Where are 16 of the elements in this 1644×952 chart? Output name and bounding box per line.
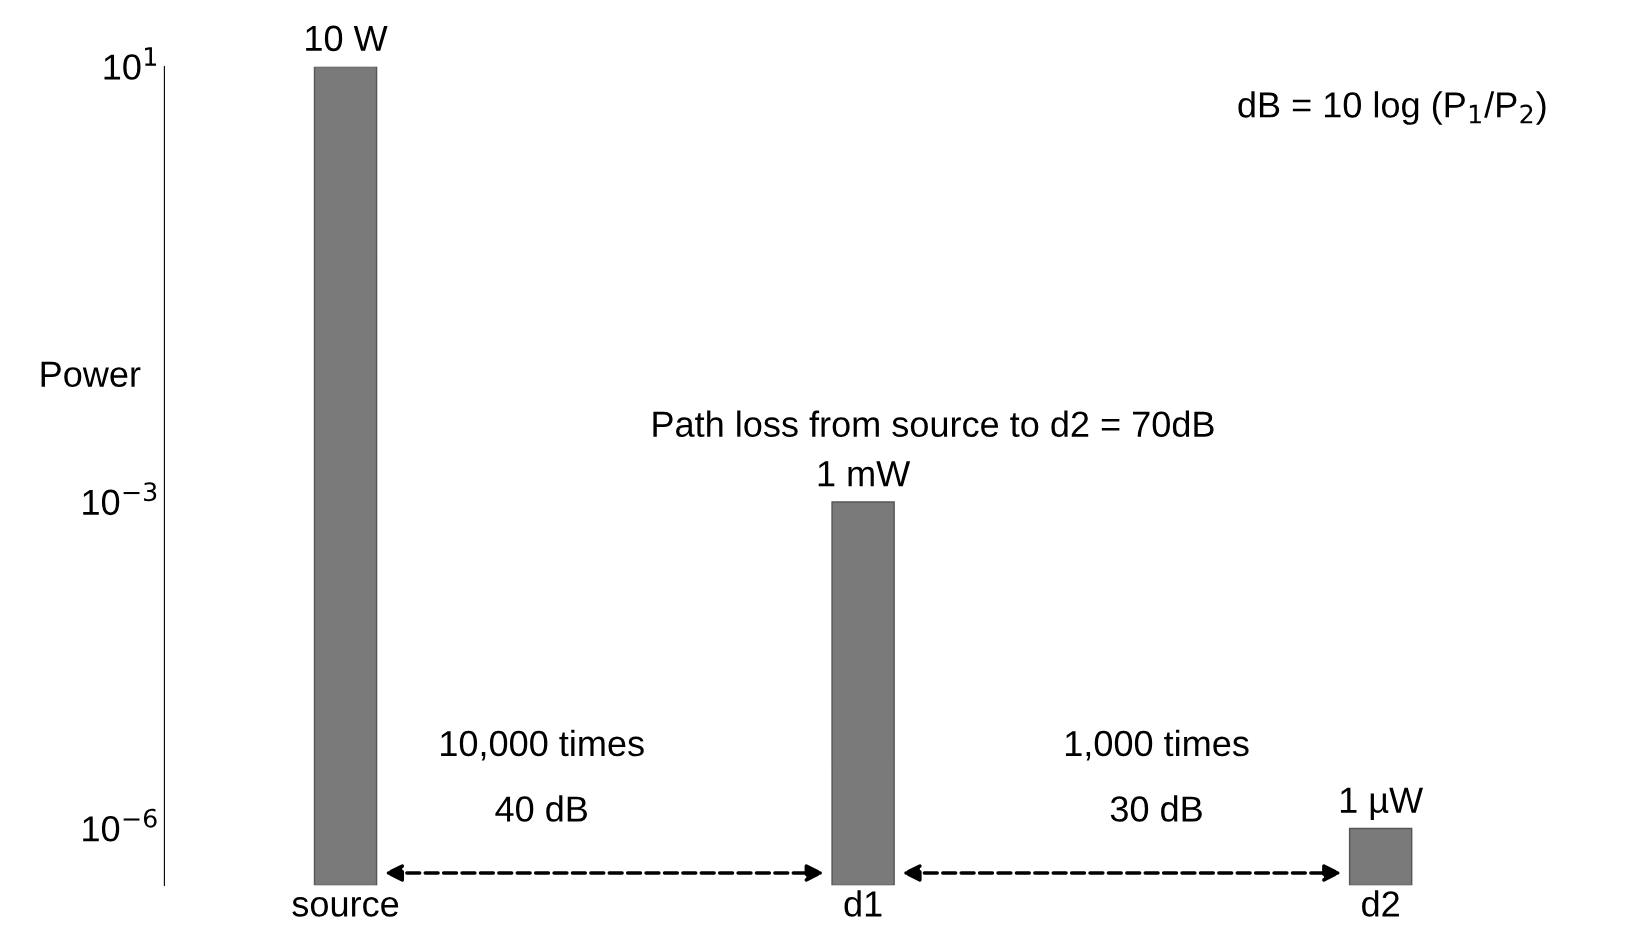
annotation: 1,000 times [1065, 729, 1249, 761]
annotation: dB = 10 log (P$_{1}$/P$_{2}$) [1238, 91, 1546, 125]
x-tick-label: d2 [1362, 890, 1399, 917]
y-tick-label: 10$^{1}$ [104, 47, 157, 80]
y-axis-title: Power [41, 361, 141, 387]
annotation: 30 dB [1110, 795, 1202, 822]
annotation: Path loss from source to d2 = 70dB [653, 410, 1214, 438]
annotation: 1 mW [818, 461, 911, 487]
y-tick-label: 10$^{−3}$ [83, 482, 157, 516]
annotation: 40 dB [495, 795, 587, 822]
y-tick-label: 10$^{−6}$ [83, 808, 157, 842]
x-tick-label: source [292, 896, 399, 917]
annotation: 10 W [306, 25, 388, 52]
annotation: 10,000 times [441, 729, 644, 761]
x-tick-label: d1 [844, 890, 882, 917]
annotation: 1 µW [1340, 787, 1424, 821]
